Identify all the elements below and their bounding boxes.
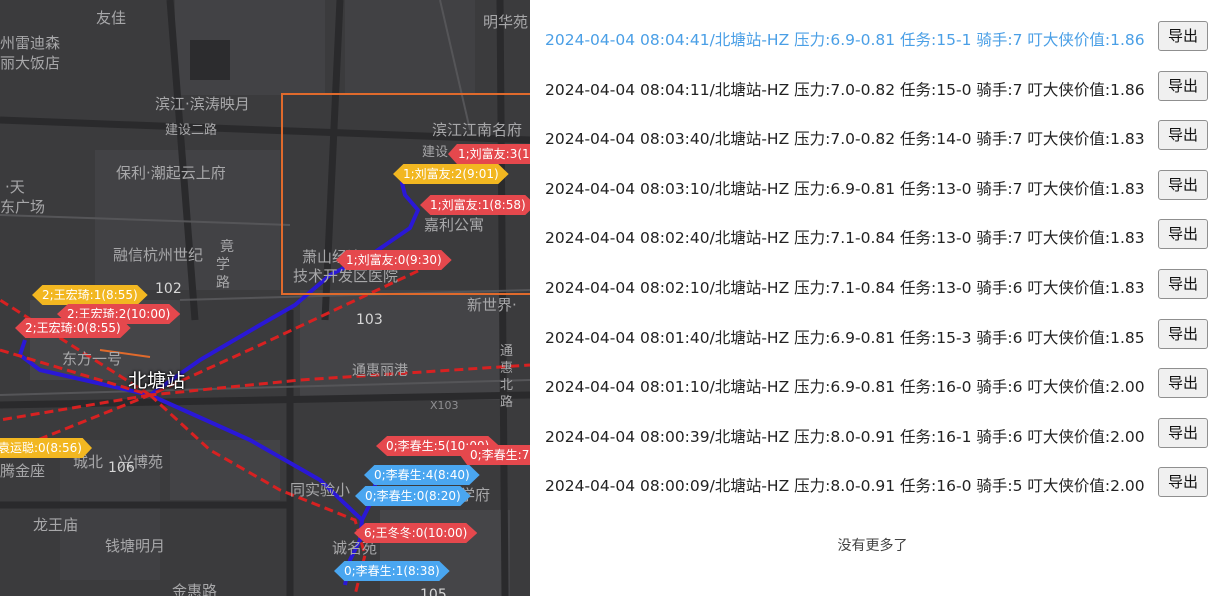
map-label: 滨江江南名府: [432, 121, 523, 139]
record-text[interactable]: 2024-04-04 08:00:09/北塘站-HZ 压力:8.0-0.91 任…: [545, 477, 1145, 495]
map-label: 通: [500, 344, 514, 359]
record-row[interactable]: 2024-04-04 08:01:40/北塘站-HZ 压力:6.9-0.81 任…: [545, 319, 1208, 351]
map-label: 路: [216, 275, 230, 291]
map-label: 建设二路: [165, 123, 218, 138]
order-marker[interactable]: 0;李春生:1(8:38): [334, 561, 450, 581]
order-marker[interactable]: 0;李春生:7: [460, 445, 530, 465]
order-marker[interactable]: 6;王冬冬:0(10:00): [354, 523, 478, 543]
record-text[interactable]: 2024-04-04 08:03:40/北塘站-HZ 压力:7.0-0.82 任…: [545, 130, 1145, 148]
map-label: 丽大饭店: [0, 54, 61, 72]
map-label: 嘉利公寓: [424, 216, 485, 234]
map-label: 东广场: [0, 198, 46, 216]
map-label: 同实验小: [290, 481, 351, 499]
record-text[interactable]: 2024-04-04 08:01:40/北塘站-HZ 压力:6.9-0.81 任…: [545, 329, 1145, 347]
map-label: 滨江·滨涛映月: [155, 95, 250, 113]
record-list: 2024-04-04 08:04:41/北塘站-HZ 压力:6.9-0.81 任…: [530, 0, 1215, 596]
export-button[interactable]: 导出: [1158, 219, 1208, 249]
order-marker[interactable]: 0;李春生:4(8:40): [364, 465, 480, 485]
order-marker[interactable]: 袁运聪:0(8:56): [0, 438, 92, 458]
map-label: ·天: [5, 178, 25, 196]
road-number: 105: [420, 587, 447, 596]
map-label: 新世界·: [467, 296, 517, 314]
export-button[interactable]: 导出: [1158, 269, 1208, 299]
record-text[interactable]: 2024-04-04 08:02:10/北塘站-HZ 压力:7.1-0.84 任…: [545, 279, 1145, 297]
order-marker[interactable]: 1;刘富友:0(9:30): [336, 250, 452, 270]
order-marker[interactable]: 1;刘富友:1(8:58): [420, 195, 530, 215]
map-label: 学: [216, 257, 230, 273]
direction-arrow-icon: [99, 349, 151, 358]
record-row[interactable]: 2024-04-04 08:04:41/北塘站-HZ 压力:6.9-0.81 任…: [545, 21, 1208, 53]
export-button[interactable]: 导出: [1158, 319, 1208, 349]
map-label: 明华苑: [483, 13, 529, 31]
map-panel[interactable]: 友佳 明华苑 州雷迪森 丽大饭店 滨江·滨涛映月 建设二路 滨江江南名府 建设 …: [0, 0, 530, 596]
map-label: 州雷迪森: [0, 34, 61, 52]
map-label: 城北: [73, 453, 104, 471]
record-row[interactable]: 2024-04-04 08:00:09/北塘站-HZ 压力:8.0-0.91 任…: [545, 467, 1208, 499]
record-row[interactable]: 2024-04-04 08:04:11/北塘站-HZ 压力:7.0-0.82 任…: [545, 71, 1208, 103]
order-marker[interactable]: 0;李春生:0(8:20): [355, 486, 471, 506]
map-label: 通惠丽港: [352, 363, 408, 379]
record-row[interactable]: 2024-04-04 08:03:40/北塘站-HZ 压力:7.0-0.82 任…: [545, 120, 1208, 152]
record-row[interactable]: 2024-04-04 08:01:10/北塘站-HZ 压力:6.9-0.81 任…: [545, 368, 1208, 400]
export-button[interactable]: 导出: [1158, 71, 1208, 101]
export-button[interactable]: 导出: [1158, 21, 1208, 51]
record-text[interactable]: 2024-04-04 08:03:10/北塘站-HZ 压力:6.9-0.81 任…: [545, 180, 1145, 198]
order-marker[interactable]: 2;王宏琦:0(8:55): [15, 318, 131, 338]
selection-box[interactable]: [281, 93, 530, 295]
order-marker[interactable]: 2;王宏琦:1(8:55): [32, 285, 148, 305]
record-text[interactable]: 2024-04-04 08:00:39/北塘站-HZ 压力:8.0-0.91 任…: [545, 428, 1145, 446]
record-text[interactable]: 2024-04-04 08:02:40/北塘站-HZ 压力:7.1-0.84 任…: [545, 229, 1145, 247]
record-row[interactable]: 2024-04-04 08:02:40/北塘站-HZ 压力:7.1-0.84 任…: [545, 219, 1208, 251]
road-number: 102: [155, 281, 182, 297]
road-number: 103: [356, 312, 383, 328]
map-label: 诚名苑: [332, 539, 378, 557]
record-text[interactable]: 2024-04-04 08:04:41/北塘站-HZ 压力:6.9-0.81 任…: [545, 31, 1145, 49]
no-more-text: 没有更多了: [837, 538, 908, 554]
export-button[interactable]: 导出: [1158, 120, 1208, 150]
record-text[interactable]: 2024-04-04 08:01:10/北塘站-HZ 压力:6.9-0.81 任…: [545, 378, 1145, 396]
map-label: 兴博苑: [118, 453, 164, 471]
map-canvas: [0, 0, 530, 596]
order-marker[interactable]: 1;刘富友:3(10: [448, 144, 530, 164]
map-label: 路: [500, 395, 514, 410]
map-label: 融信杭州世纪: [113, 246, 204, 264]
map-label: 腾金座: [0, 462, 46, 480]
map-label: 保利·潮起云上府: [116, 164, 226, 182]
map-label: 金惠路: [172, 582, 218, 596]
record-text[interactable]: 2024-04-04 08:04:11/北塘站-HZ 压力:7.0-0.82 任…: [545, 81, 1145, 99]
map-label: 龙王庙: [33, 516, 79, 534]
record-row[interactable]: 2024-04-04 08:02:10/北塘站-HZ 压力:7.1-0.84 任…: [545, 269, 1208, 301]
record-row[interactable]: 2024-04-04 08:03:10/北塘站-HZ 压力:6.9-0.81 任…: [545, 170, 1208, 202]
export-button[interactable]: 导出: [1158, 418, 1208, 448]
map-label: 建设: [422, 145, 449, 160]
export-button[interactable]: 导出: [1158, 467, 1208, 497]
map-label: 竟: [220, 239, 234, 255]
map-label: 友佳: [96, 9, 127, 27]
station-label: 北塘站: [128, 370, 186, 392]
export-button[interactable]: 导出: [1158, 170, 1208, 200]
map-label: 东方一号: [62, 350, 123, 368]
map-label: 北: [500, 378, 514, 393]
map-label: 技术开发区医院: [293, 267, 399, 285]
record-row[interactable]: 2024-04-04 08:00:39/北塘站-HZ 压力:8.0-0.91 任…: [545, 418, 1208, 450]
map-label: X103: [430, 399, 459, 412]
order-marker[interactable]: 1;刘富友:2(9:01): [393, 164, 509, 184]
map-label: 惠: [500, 361, 514, 376]
road-number: 106: [108, 460, 135, 476]
export-button[interactable]: 导出: [1158, 368, 1208, 398]
map-label: 钱塘明月: [105, 537, 166, 555]
